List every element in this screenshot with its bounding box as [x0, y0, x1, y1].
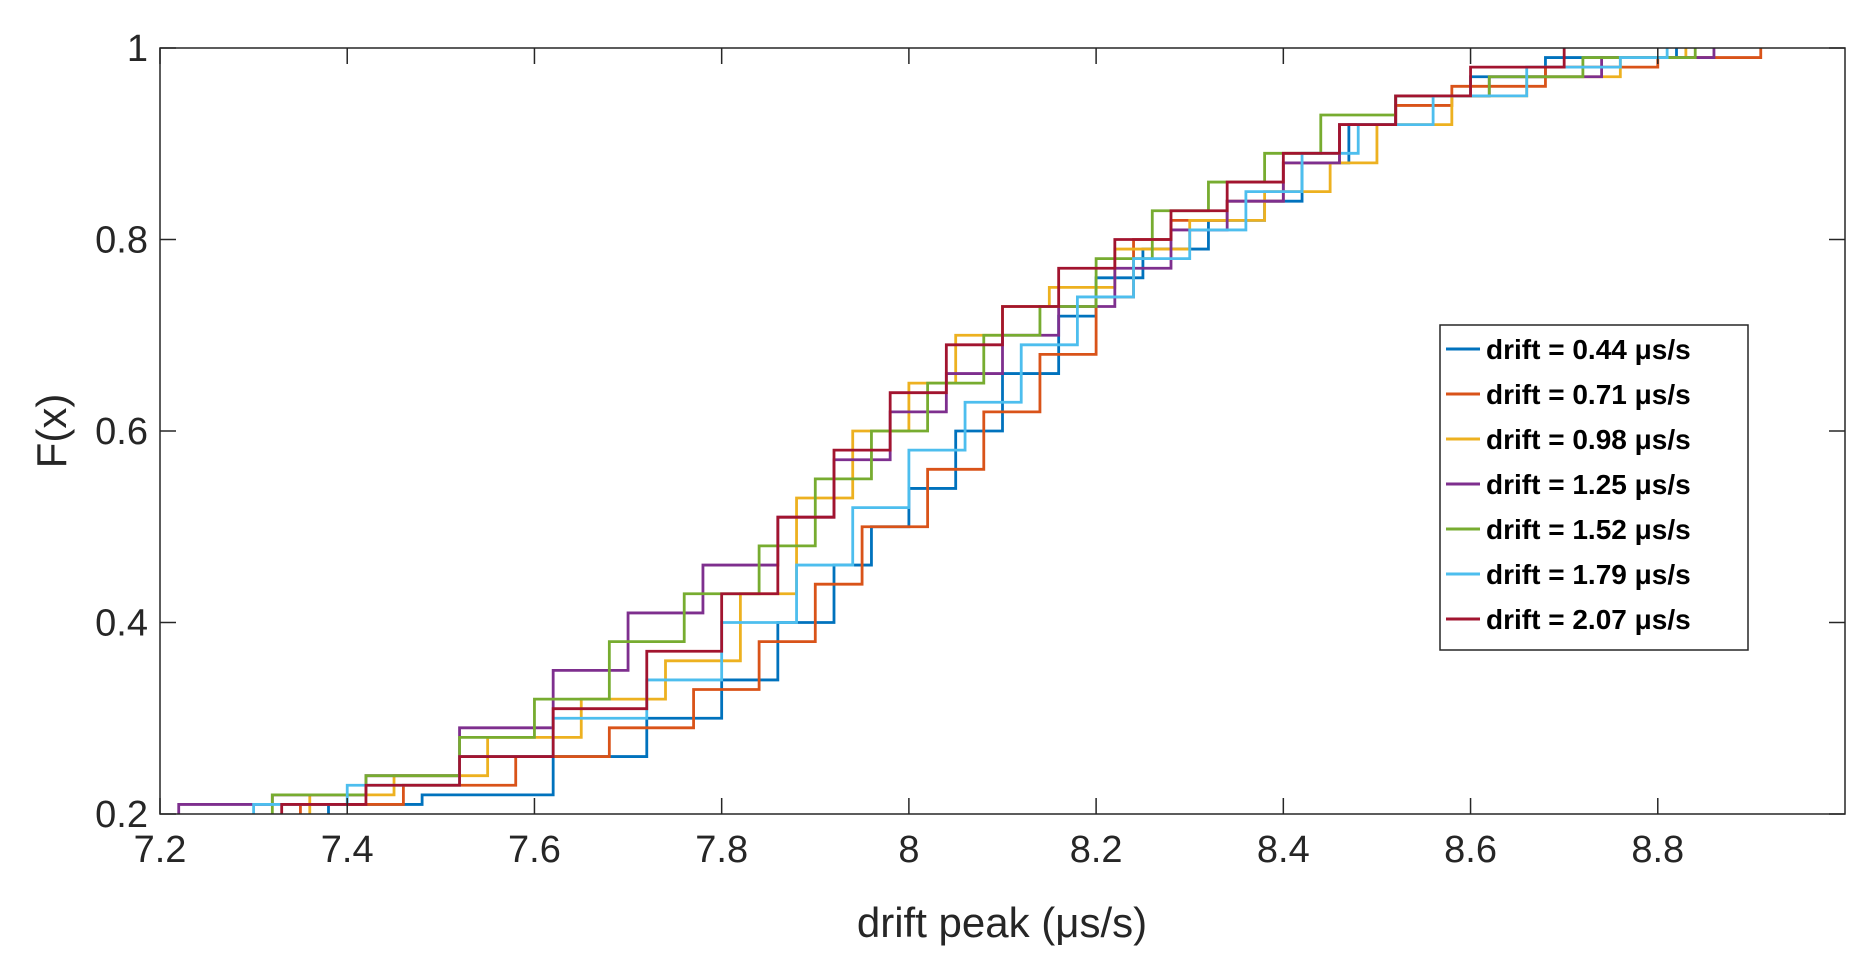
y-tick-label: 0.4	[95, 603, 148, 645]
y-tick-label: 0.6	[95, 411, 148, 453]
x-axis: 7.2 7.4 7.6 7.8 8 8.2 8.4 8.6 8.8	[134, 48, 1684, 871]
y-tick-label: 0.2	[95, 794, 148, 836]
x-tick-label: 8.6	[1444, 829, 1497, 871]
legend-entry-5: drift = 1.52 μs/s	[1486, 514, 1691, 545]
series-line-2	[299, 48, 1763, 814]
y-tick-label: 0.8	[95, 220, 148, 262]
legend-entry-7: drift = 2.07 μs/s	[1486, 604, 1691, 635]
legend-entry-6: drift = 1.79 μs/s	[1486, 559, 1691, 590]
y-axis: 0.2 0.4 0.6 0.8 1	[95, 28, 1845, 836]
y-tick-label: 1	[127, 28, 148, 70]
x-tick-label: 8.4	[1257, 829, 1310, 871]
legend-entry-4: drift = 1.25 μs/s	[1486, 469, 1691, 500]
x-tick-label: 7.6	[508, 829, 561, 871]
x-tick-label: 7.2	[134, 829, 187, 871]
y-axis-label: F(x)	[28, 394, 75, 469]
x-axis-label: drift peak (μs/s)	[857, 899, 1147, 946]
x-tick-label: 7.8	[695, 829, 748, 871]
legend: drift = 0.44 μs/s drift = 0.71 μs/s drift …	[1439, 324, 1749, 651]
legend-entry-1: drift = 0.44 μs/s	[1486, 334, 1691, 365]
series-layer	[177, 48, 1763, 814]
legend-entry-2: drift = 0.71 μs/s	[1486, 379, 1691, 410]
legend-entry-3: drift = 0.98 μs/s	[1486, 424, 1691, 455]
series-line-7	[280, 48, 1566, 814]
x-tick-label: 8	[898, 829, 919, 871]
legend-box	[1439, 324, 1749, 651]
x-tick-label: 8.8	[1631, 829, 1684, 871]
x-tick-label: 8.2	[1070, 829, 1123, 871]
x-tick-label: 7.4	[321, 829, 374, 871]
